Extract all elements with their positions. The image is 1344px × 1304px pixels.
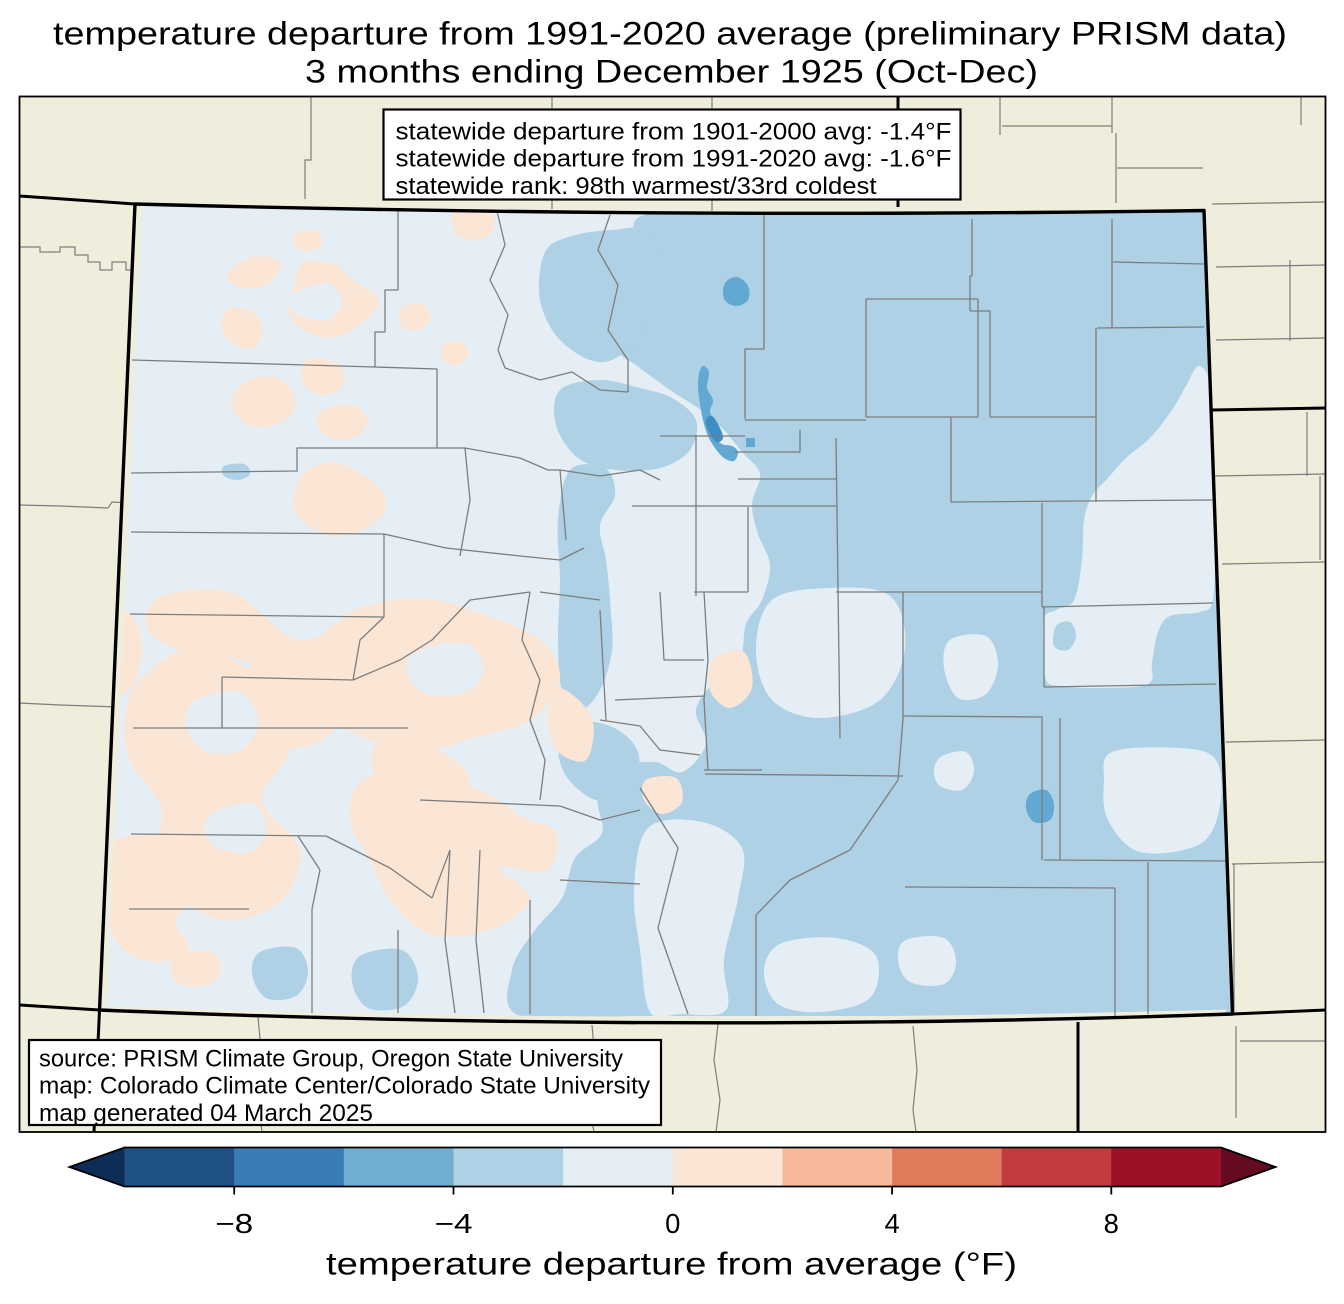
svg-text:map: Colorado Climate Center/C: map: Colorado Climate Center/Colorado St… [39, 1074, 650, 1100]
svg-text:statewide rank: 98th warmest/3: statewide rank: 98th warmest/33rd coldes… [396, 174, 877, 200]
svg-text:statewide departure from 1991-: statewide departure from 1991-2020 avg: … [396, 147, 952, 173]
svg-text:4: 4 [884, 1208, 899, 1239]
svg-text:statewide departure from 1901-: statewide departure from 1901-2000 avg: … [396, 120, 952, 146]
svg-text:8: 8 [1104, 1208, 1119, 1239]
svg-text:3 months ending December 1925: 3 months ending December 1925 (Oct-Dec) [305, 54, 1038, 90]
svg-text:0: 0 [665, 1208, 680, 1239]
svg-text:temperature departure from ave: temperature departure from average (°F) [326, 1246, 1017, 1282]
svg-text:−8: −8 [215, 1208, 253, 1239]
svg-text:source: PRISM Climate Group, O: source: PRISM Climate Group, Oregon Stat… [39, 1047, 623, 1073]
svg-text:temperature departure from 199: temperature departure from 1991-2020 ave… [53, 15, 1287, 51]
svg-text:map generated 04 March 2025: map generated 04 March 2025 [39, 1101, 373, 1127]
svg-text:−4: −4 [435, 1208, 473, 1239]
